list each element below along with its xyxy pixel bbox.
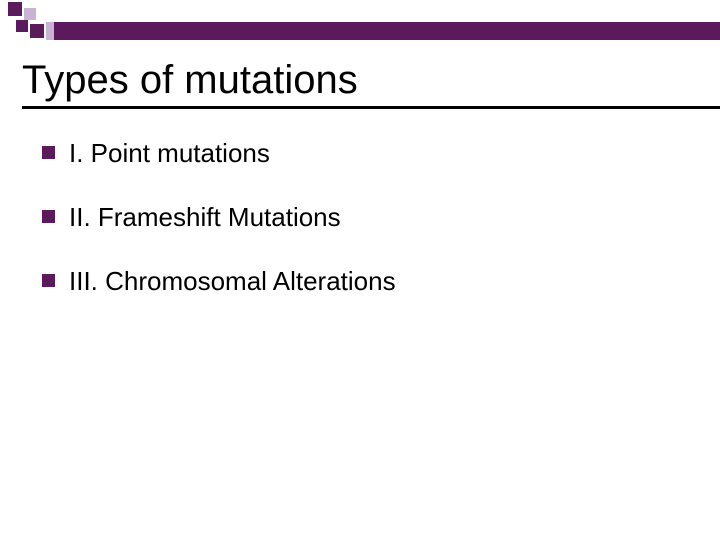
item-text: II. Frameshift Mutations — [69, 201, 341, 235]
item-text: I. Point mutations — [69, 137, 270, 171]
decor-bar — [54, 22, 720, 40]
slide-title: Types of mutations — [22, 58, 698, 109]
decor-bar — [46, 22, 54, 40]
slide-content: Types of mutations I. Point mutations II.… — [22, 58, 698, 328]
decor-square — [16, 20, 28, 32]
square-bullet-icon — [42, 274, 55, 287]
bullet-list: I. Point mutations II. Frameshift Mutatio… — [22, 137, 698, 298]
list-item: III. Chromosomal Alterations — [42, 265, 698, 299]
square-bullet-icon — [42, 146, 55, 159]
decor-square — [30, 24, 44, 38]
square-bullet-icon — [42, 210, 55, 223]
decor-square — [8, 2, 22, 16]
decor-square — [24, 8, 36, 20]
title-text: Types of mutations — [22, 58, 358, 102]
item-text: III. Chromosomal Alterations — [69, 265, 396, 299]
list-item: I. Point mutations — [42, 137, 698, 171]
header-decoration — [0, 0, 720, 44]
title-underline — [22, 106, 720, 109]
list-item: II. Frameshift Mutations — [42, 201, 698, 235]
